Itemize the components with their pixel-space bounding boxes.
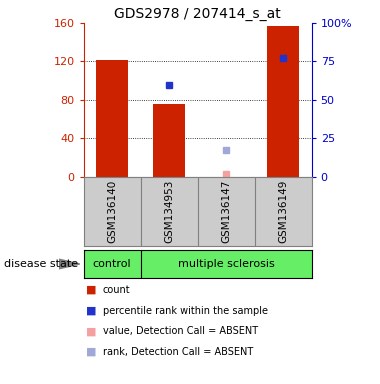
- Bar: [97, 60, 128, 177]
- Text: ■: ■: [86, 285, 97, 295]
- Text: GSM134953: GSM134953: [164, 179, 174, 243]
- Text: GSM136149: GSM136149: [278, 179, 288, 243]
- Text: count: count: [103, 285, 130, 295]
- Text: disease state: disease state: [4, 259, 78, 269]
- Text: GSM136140: GSM136140: [107, 180, 117, 243]
- Polygon shape: [59, 259, 80, 269]
- Text: ■: ■: [86, 326, 97, 336]
- Title: GDS2978 / 207414_s_at: GDS2978 / 207414_s_at: [114, 7, 281, 21]
- Bar: [268, 26, 299, 177]
- Text: rank, Detection Call = ABSENT: rank, Detection Call = ABSENT: [103, 347, 253, 357]
- Text: percentile rank within the sample: percentile rank within the sample: [103, 306, 268, 316]
- Bar: [154, 104, 185, 177]
- Text: ■: ■: [86, 306, 97, 316]
- Text: multiple sclerosis: multiple sclerosis: [178, 259, 274, 269]
- Text: GSM136147: GSM136147: [221, 179, 231, 243]
- Text: ■: ■: [86, 347, 97, 357]
- Text: control: control: [93, 259, 131, 269]
- Text: value, Detection Call = ABSENT: value, Detection Call = ABSENT: [103, 326, 258, 336]
